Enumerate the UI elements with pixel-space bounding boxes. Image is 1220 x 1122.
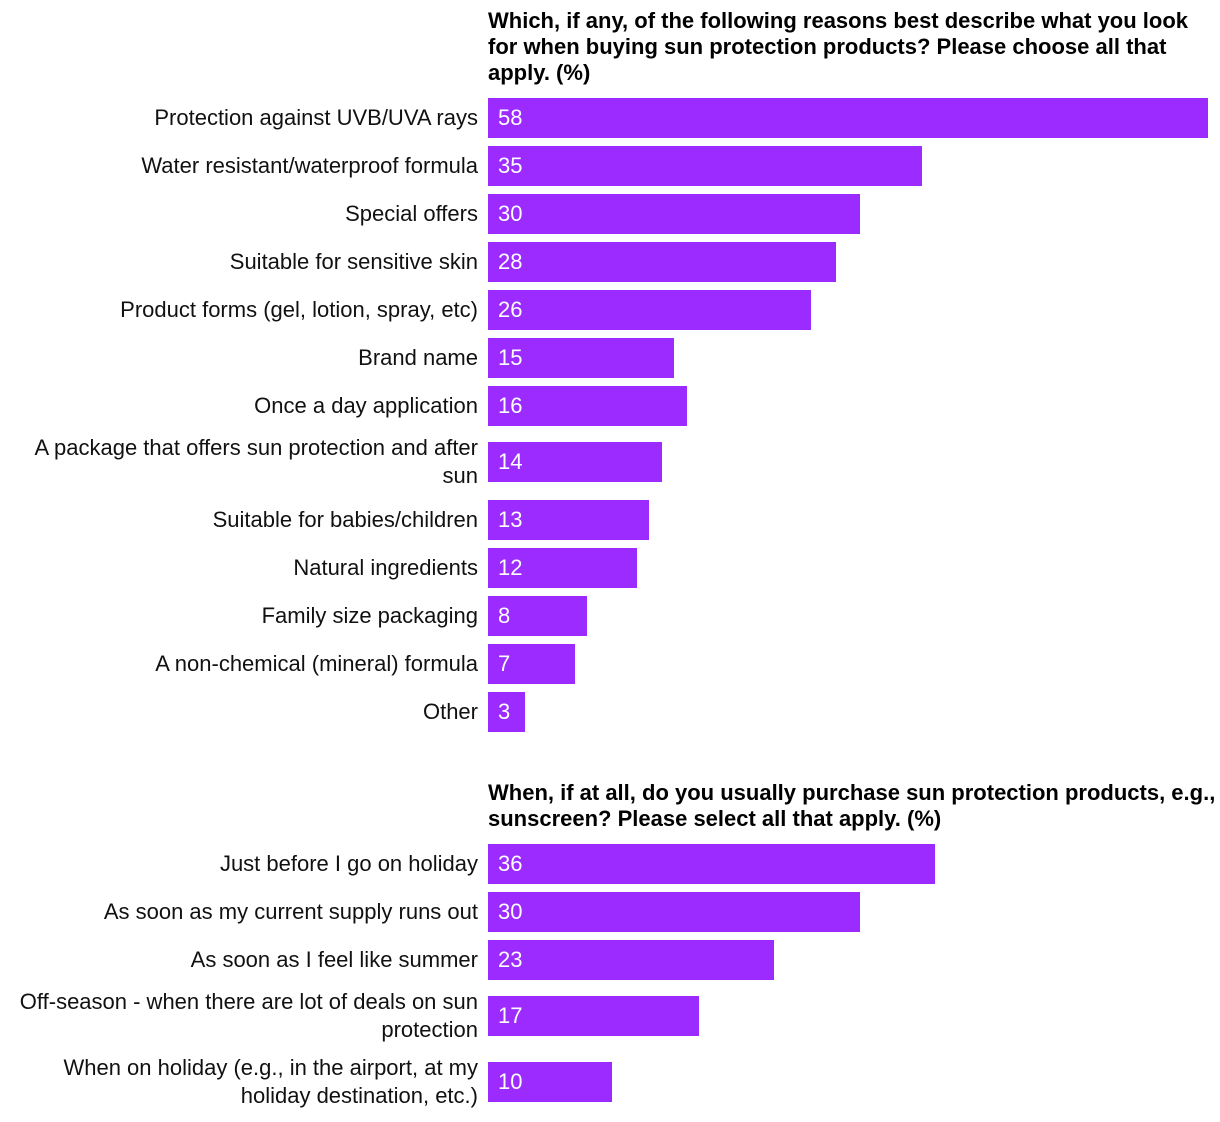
bar: [488, 596, 587, 636]
bar: [488, 844, 935, 884]
category-label: Product forms (gel, lotion, spray, etc): [120, 297, 478, 322]
category-label: Water resistant/waterproof formula: [141, 153, 478, 178]
bar-value-label: 8: [498, 603, 511, 628]
bar-value-label: 58: [498, 105, 523, 130]
bar: [488, 338, 674, 378]
bar-value-label: 7: [498, 651, 511, 676]
bar-value-label: 10: [498, 1069, 523, 1094]
bar: [488, 194, 860, 234]
bar-value-label: 3: [498, 699, 511, 724]
purchase-timing-chart: When, if at all, do you usually purchase…: [0, 780, 1220, 1110]
bar-value-label: 17: [498, 1003, 523, 1028]
bar: [488, 290, 811, 330]
bar-value-label: 12: [498, 555, 523, 580]
category-label: Brand name: [358, 345, 478, 370]
category-label: Just before I go on holiday: [219, 851, 478, 876]
category-label: Other: [422, 699, 478, 724]
bar: [488, 386, 687, 426]
bar: [488, 98, 1208, 138]
bar-value-label: 30: [498, 201, 523, 226]
category-label: Once a day application: [254, 393, 478, 418]
category-label: Special offers: [345, 201, 478, 226]
bar: [488, 644, 575, 684]
category-label: Family size packaging: [261, 603, 478, 628]
bar-value-label: 15: [498, 345, 523, 370]
category-label: As soon as my current supply runs out: [103, 899, 478, 924]
bar-value-label: 23: [498, 947, 523, 972]
category-label: A package that offers sun protection and…: [34, 435, 478, 488]
bar-value-label: 30: [498, 899, 523, 924]
bar: [488, 548, 637, 588]
chart-title: Which, if any, of the following reasons …: [488, 8, 1189, 85]
bar-value-label: 13: [498, 507, 523, 532]
category-label: Natural ingredients: [293, 555, 478, 580]
bar-value-label: 14: [498, 449, 523, 474]
category-label: Off-season - when there are lot of deals…: [19, 989, 478, 1042]
category-label: Suitable for babies/children: [212, 507, 478, 532]
bar: [488, 1062, 612, 1102]
category-label: As soon as I feel like summer: [190, 947, 478, 972]
category-label: When on holiday (e.g., in the airport, a…: [63, 1055, 478, 1108]
bar: [488, 940, 774, 980]
bar: [488, 892, 860, 932]
bar-value-label: 28: [498, 249, 523, 274]
chart-title: When, if at all, do you usually purchase…: [488, 780, 1216, 831]
bar-value-label: 36: [498, 851, 523, 876]
bar: [488, 146, 922, 186]
bar: [488, 692, 525, 732]
category-label: A non-chemical (mineral) formula: [155, 651, 478, 676]
bar: [488, 442, 662, 482]
reasons-chart: Which, if any, of the following reasons …: [34, 8, 1208, 732]
bar: [488, 996, 699, 1036]
category-label: Suitable for sensitive skin: [229, 249, 478, 274]
bar-value-label: 35: [498, 153, 523, 178]
bar-value-label: 16: [498, 393, 523, 418]
bar-value-label: 26: [498, 297, 523, 322]
bar: [488, 500, 649, 540]
category-label: Protection against UVB/UVA rays: [154, 105, 478, 130]
bar: [488, 242, 836, 282]
